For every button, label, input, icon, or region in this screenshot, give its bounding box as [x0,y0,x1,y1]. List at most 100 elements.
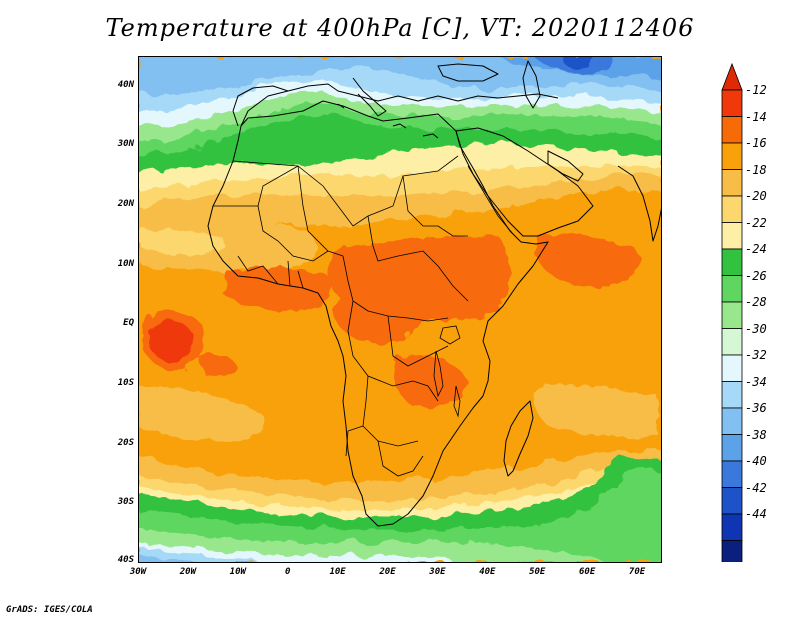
map-title: Temperature at 400hPa [C], VT: 202011240… [105,14,695,42]
longitude-tick-label: 30E [429,567,446,577]
colorbar-level-label: -14 [745,109,767,124]
band-n-midblue [138,56,662,78]
border-line [232,155,459,227]
colorbar-swatch [721,487,743,515]
caspian-coastline [522,60,541,109]
latitude-tick-label: 30N [117,139,134,150]
colorbar-level-label: -18 [745,162,767,177]
colorbar-level-label: -40 [745,454,767,468]
grads-credit: GrADS: IGES/COLA [6,605,93,615]
country-borders [213,155,514,477]
mediterranean-islands [337,103,439,139]
colorbar-swatch [721,89,743,117]
longitude-tick-label: 0 [284,567,291,577]
colorbar-swatch [721,248,743,276]
colorbar-swatch [721,434,743,462]
colorbar-level-label: -24 [745,242,767,256]
longitude-tick-label: 50E [529,567,546,577]
colorbar-swatch [721,222,743,250]
cool-patch-south-atlantic [138,385,266,441]
border-line [367,215,469,302]
colorbar-swatch [721,354,743,382]
border-line [213,165,299,207]
warm-sahel-west [223,266,332,312]
colorbar-swatch [721,381,743,409]
latitude-tick-label: 20N [117,199,134,210]
longitude-tick-label: 20E [379,567,396,577]
warm-core-atlantic-hot [148,320,194,362]
colorbar-swatch [721,460,743,488]
latitude-tick-label: EQ [123,318,134,329]
colorbar-level-label: -36 [745,401,767,415]
arabia-coastline [455,127,594,237]
warm-patch-south-africa [394,354,468,408]
colorbar-level-label: -32 [745,348,767,362]
colorbar-swatch [721,301,743,329]
latitude-tick-label: 40S [117,555,134,565]
red-sea-border [467,165,514,235]
colorbar-over-arrow [721,62,743,91]
latitude-tick-label: 10N [117,258,134,269]
colorbar-swatch [721,407,743,435]
temperature-field [138,56,662,563]
colorbar-swatch [721,142,743,170]
colorbar-level-label: -42 [745,480,767,495]
border-line [347,300,439,402]
colorbar-level-label: -38 [745,427,767,442]
india-coastline [617,165,662,242]
latitude-tick-label: 20S [117,437,134,448]
border-line [362,375,419,447]
temperature-bands [138,56,662,563]
border-line [402,175,468,237]
longitude-tick-label: 30W [129,567,147,577]
colorbar-swatch [721,169,743,197]
iberia-coastline [232,85,289,127]
longitude-tick-label: 10E [329,567,346,577]
lake-victoria [439,325,461,345]
border-line [287,260,304,289]
colorbar-swatch [721,195,743,223]
coastlines [207,60,662,527]
border-line [257,205,329,262]
colorbar-swatch [721,513,743,541]
border-line [387,315,449,367]
border-line [297,165,344,257]
band-s-lightblue [138,546,288,563]
colorbar-swatch [721,328,743,356]
colorbar [721,62,743,562]
lake-tanganyika [433,350,444,398]
band-n-navy [563,56,593,70]
longitude-tick-label: 10W [229,567,246,577]
longitude-tick-label: 60E [579,567,596,577]
band-s-lightgreen [138,468,662,563]
band-s-blue [138,553,198,563]
colorbar-level-label: -12 [745,83,767,97]
europe-coastline [240,83,559,127]
latitude-tick-label: 30S [117,497,134,508]
warm-patch-indian [536,234,639,288]
colorbar-level-label: -34 [745,374,767,389]
longitude-tick-label: 40E [479,567,496,577]
colorbar-level-label: -26 [745,268,767,283]
border-line [342,255,449,322]
latitude-tick-label: 10S [117,378,134,389]
colorbar-swatch [721,540,743,562]
colorbar-swatch [721,275,743,303]
africa-coastline [207,100,549,527]
black-sea-coastline [437,63,499,82]
colorbar-level-label: -44 [745,507,767,521]
warm-patches [138,229,658,441]
temperature-map [138,56,662,563]
colorbar-level-label: -16 [745,136,767,150]
longitude-tick-label: 20W [179,567,197,577]
warm-congo-patch [333,294,419,344]
lake-malawi [453,385,461,418]
border-line [377,440,424,477]
colorbar-level-label: -20 [745,189,767,203]
colorbar-level-label: -30 [745,321,767,336]
latitude-tick-label: 40N [117,79,134,90]
colorbar-level-label: -28 [745,295,767,309]
warm-patch-sw-atlantic [198,354,238,379]
colorbar-swatch [721,116,743,144]
border-line [345,425,364,457]
